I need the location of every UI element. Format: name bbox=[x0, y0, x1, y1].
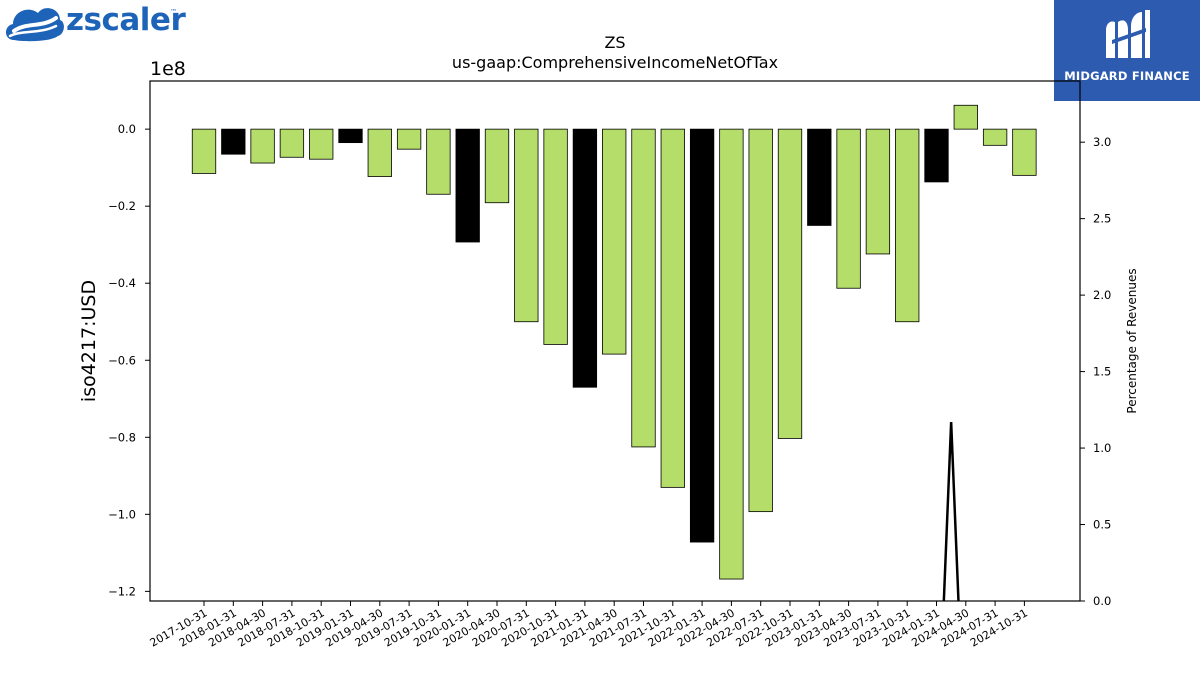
percentage-line bbox=[942, 422, 960, 602]
bar-2018-04-30 bbox=[250, 128, 275, 164]
y2-axis-ticks: 0.0 0.5 1.0 1.5 2.0 2.5 3.0 bbox=[1080, 135, 1111, 608]
chart-title: ZS bbox=[604, 33, 625, 52]
y-axis-offset-label: 1e8 bbox=[150, 58, 186, 80]
y2-axis-label: Percentage of Revenues bbox=[1125, 268, 1139, 413]
y2-tick-label: 0.0 bbox=[1093, 594, 1111, 608]
bar-2024-04-30 bbox=[953, 104, 978, 130]
bar-2023-04-30 bbox=[836, 128, 861, 289]
y-tick-label: −0.8 bbox=[108, 430, 136, 444]
bar-2019-07-31 bbox=[396, 128, 422, 150]
midgard-finance-logo: MIDGARD FINANCE bbox=[1054, 0, 1200, 101]
bar-2024-10-31 bbox=[1012, 128, 1037, 176]
bar-2021-07-31 bbox=[631, 128, 656, 448]
midgard-wordmark: MIDGARD FINANCE bbox=[1064, 69, 1190, 83]
zscaler-wordmark: zscaler bbox=[66, 2, 186, 38]
bar-2019-04-30 bbox=[367, 128, 392, 177]
y-tick-label: −0.4 bbox=[108, 276, 136, 290]
bar-2021-01-31 bbox=[572, 128, 598, 388]
bar-2018-10-31 bbox=[309, 128, 334, 160]
bar-2022-07-31 bbox=[748, 128, 773, 513]
bar-2024-01-31 bbox=[924, 128, 949, 183]
zscaler-cloud-icon bbox=[5, 8, 64, 42]
midgard-monogram-icon bbox=[1106, 10, 1150, 59]
y-tick-label: −0.6 bbox=[108, 353, 136, 367]
y2-tick-label: 1.0 bbox=[1093, 441, 1111, 455]
y2-tick-label: 1.5 bbox=[1093, 365, 1111, 379]
x-axis-ticks: 2017-10-312018-01-312018-04-302018-07-31… bbox=[148, 601, 1030, 650]
bar-2022-04-30 bbox=[719, 128, 744, 580]
bar-2021-10-31 bbox=[660, 128, 685, 488]
plot-frame bbox=[149, 80, 1081, 602]
bar-2020-01-31 bbox=[455, 128, 480, 243]
bar-2023-07-31 bbox=[865, 128, 891, 255]
y-tick-label: 0.0 bbox=[118, 122, 136, 136]
bar-2019-10-31 bbox=[426, 128, 451, 195]
y2-tick-label: 2.5 bbox=[1093, 212, 1111, 226]
bar-2020-10-31 bbox=[543, 128, 568, 345]
bar-2019-01-31 bbox=[338, 128, 363, 144]
bar-2018-07-31 bbox=[279, 128, 305, 158]
y-axis-label: iso4217:USD bbox=[78, 280, 100, 402]
y-tick-label: −0.2 bbox=[108, 199, 136, 213]
y-axis-ticks: 0.0 −0.2 −0.4 −0.6 −0.8 −1.0 −1.2 bbox=[108, 122, 150, 598]
bars-group bbox=[191, 104, 1037, 580]
line-layer bbox=[942, 422, 960, 602]
bar-2022-10-31 bbox=[777, 128, 803, 439]
bar-2020-04-30 bbox=[484, 128, 510, 204]
chart-subtitle: us-gaap:ComprehensiveIncomeNetOfTax bbox=[452, 53, 778, 72]
bar-2023-01-31 bbox=[807, 128, 832, 226]
zscaler-logo: zscaler ™ bbox=[0, 0, 190, 48]
bar-2022-01-31 bbox=[689, 128, 715, 543]
bar-2021-04-30 bbox=[602, 128, 627, 355]
y2-tick-label: 2.0 bbox=[1093, 288, 1111, 302]
bar-2023-10-31 bbox=[895, 128, 920, 323]
y-tick-label: −1.2 bbox=[108, 584, 136, 598]
bar-2017-10-31 bbox=[191, 128, 217, 174]
bar-2018-01-31 bbox=[221, 128, 246, 155]
bar-2024-07-31 bbox=[982, 128, 1008, 146]
y-tick-label: −1.0 bbox=[108, 507, 136, 521]
bar-2020-07-31 bbox=[514, 128, 539, 323]
zscaler-trademark: ™ bbox=[170, 8, 177, 16]
y2-tick-label: 0.5 bbox=[1093, 518, 1111, 532]
y2-tick-label: 3.0 bbox=[1093, 135, 1111, 149]
